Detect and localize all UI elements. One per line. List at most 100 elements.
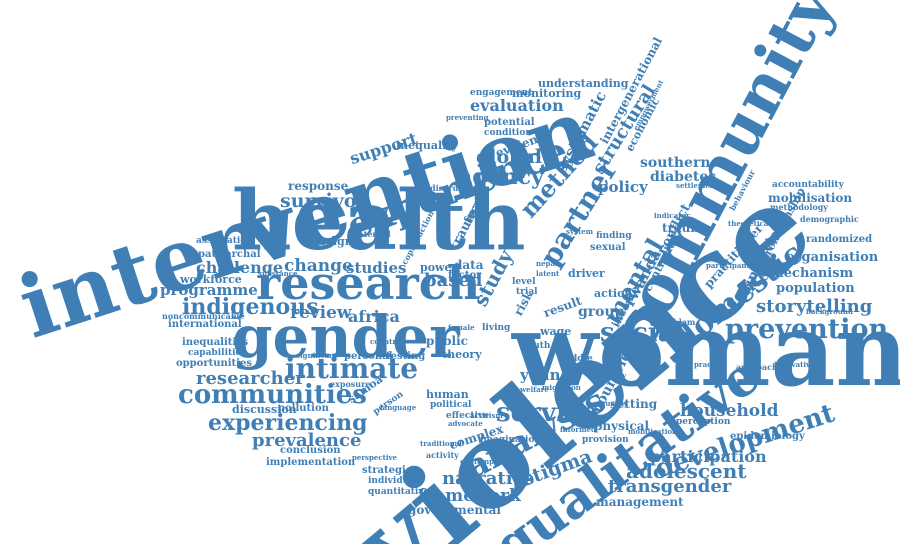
word-finding: finding	[596, 231, 632, 241]
word-pollution: pollution	[278, 403, 329, 414]
word-narrative: narrative	[442, 468, 535, 489]
word-inequalities: inequalities	[182, 337, 249, 348]
word-experiencing: experiencing	[208, 410, 368, 436]
word-survivor: survivor	[280, 190, 367, 212]
word-capabilities: capabilities	[188, 348, 247, 358]
word-prevalence: prevalence	[252, 430, 362, 451]
word-mechanism: mechanism	[770, 266, 854, 281]
word-demographic: demographic	[800, 214, 859, 224]
word-monitoring: monitoring	[512, 87, 582, 100]
word-service: service	[496, 398, 599, 428]
word-driver: driver	[568, 267, 605, 280]
word-preventing: preventing	[446, 113, 489, 122]
word-mortality: mortality	[590, 371, 627, 380]
word-advocate: advocate	[448, 419, 483, 428]
word-substance: substance	[258, 269, 298, 278]
word-prevention: prevention	[725, 314, 889, 345]
word-level: level	[512, 277, 536, 287]
word-significant: significant	[296, 351, 338, 360]
word-perspective: perspective	[352, 453, 398, 462]
word-diabetes: diabetes	[650, 169, 717, 185]
word-group: group	[578, 304, 625, 320]
word-imagination: imagination	[480, 435, 541, 445]
word-global: global	[476, 146, 542, 168]
word-noncommunicable: noncommunicable	[162, 311, 245, 321]
word-data: data	[454, 258, 484, 272]
word-migration: migration	[542, 383, 581, 392]
word-randomized: randomized	[806, 234, 873, 245]
word-living: living	[482, 323, 511, 333]
word-theoretical: theoretical	[728, 219, 771, 228]
word-strategies: strategies	[362, 465, 418, 476]
word-opportunities: opportunities	[176, 358, 252, 369]
word-africa: africa	[348, 307, 400, 326]
word-transgender: transgender	[608, 476, 732, 497]
word-middle: middle	[558, 354, 593, 364]
word-effective: effective	[446, 411, 489, 421]
word-activity: activity	[426, 450, 459, 460]
word-individual: individual	[368, 476, 419, 486]
word-challenge: challenge	[196, 258, 284, 277]
word-implementation: implementation	[266, 457, 356, 468]
word-methodology: methodology	[770, 202, 828, 212]
word-woman: woman	[512, 291, 900, 409]
word-latent: latent	[536, 269, 560, 278]
word-population: population	[776, 281, 855, 296]
word-public: public	[426, 334, 468, 348]
word-patriarchal: patriarchal	[198, 249, 261, 260]
word-understanding: understanding	[538, 77, 629, 90]
word-contemporary: contemporary	[460, 457, 515, 466]
word-gender: gender	[232, 303, 460, 371]
word-exposure: exposure	[330, 379, 371, 389]
word-approach: approach	[736, 362, 778, 372]
word-perception: perception	[676, 417, 731, 427]
word-southern: southern	[640, 155, 711, 171]
word-relation: relation	[614, 345, 645, 354]
word-youth: youth	[522, 341, 551, 351]
word-activism: activism	[470, 411, 503, 420]
word-theory: theory	[442, 348, 482, 361]
word-traditional: traditional	[420, 439, 462, 448]
word-international: international	[168, 319, 242, 330]
word-welfare: welfare	[520, 385, 549, 394]
word-country: country	[370, 337, 401, 346]
word-agency: agency	[458, 164, 544, 190]
word-provision: provision	[582, 435, 629, 445]
word-design: design	[312, 235, 353, 248]
word-political: political	[430, 400, 472, 410]
word-young: young	[520, 366, 572, 384]
word-action: action	[594, 287, 633, 300]
word-personal: personal	[344, 351, 393, 362]
word-participation: participation	[650, 447, 767, 466]
word-intimate: intimate	[285, 352, 419, 385]
word-condition: condition	[484, 128, 532, 138]
word-policy: policy	[598, 178, 648, 196]
word-adolescent: adolescent	[626, 459, 747, 483]
word-informed: informed	[560, 425, 596, 434]
word-participant: participant	[706, 261, 750, 270]
word-discussion: discussion	[232, 403, 297, 416]
word-accountability: accountability	[772, 180, 844, 190]
word-health: health	[232, 173, 526, 269]
word-epidemiology: epidemiology	[730, 431, 805, 442]
word-human: human	[426, 388, 469, 401]
word-workforce: workforce	[180, 273, 242, 286]
word-indicator: indicator	[654, 211, 690, 220]
word-quantitative: quantitative	[368, 487, 430, 497]
word-language: language	[380, 403, 417, 412]
word-social: social	[600, 318, 685, 348]
word-wage: wage	[540, 325, 572, 338]
word-power: power	[420, 261, 458, 274]
word-review: review	[290, 303, 352, 323]
word-evaluation: evaluation	[470, 96, 564, 115]
word-factor: factor	[448, 270, 482, 281]
word-practice: practice	[694, 360, 726, 369]
word-problem: problem	[658, 317, 696, 327]
word-female: female	[448, 323, 475, 332]
word-storytelling: storytelling	[756, 296, 873, 317]
word-programme: programme	[160, 281, 258, 299]
word-household: household	[680, 401, 779, 421]
word-equality: equality	[596, 399, 628, 408]
word-conclusion: conclusion	[280, 445, 341, 456]
